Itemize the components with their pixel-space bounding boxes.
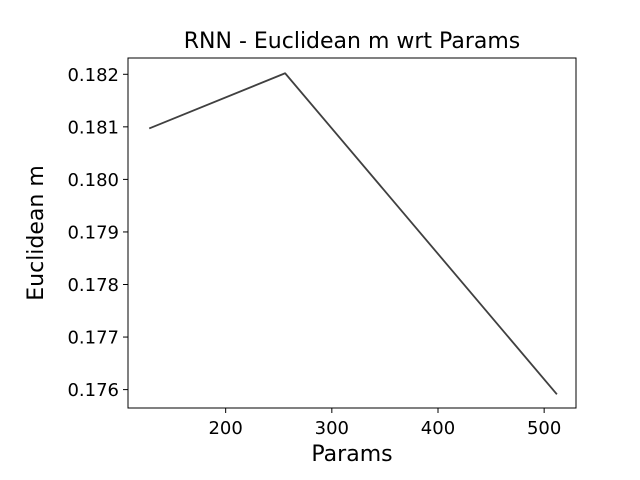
x-tick-label: 200	[208, 418, 242, 439]
x-tick-label: 500	[527, 418, 561, 439]
y-tick-label: 0.182	[67, 65, 119, 86]
chart-title: RNN - Euclidean m wrt Params	[184, 29, 520, 54]
y-tick-label: 0.180	[67, 170, 119, 191]
y-axis-ticks: 0.176 0.177 0.178 0.179 0.180 0.181 0.182	[67, 65, 128, 401]
plot-frame	[127, 57, 577, 409]
series-layer	[148, 72, 558, 395]
y-tick-label: 0.178	[67, 275, 119, 296]
y-tick-label: 0.179	[67, 222, 119, 243]
x-axis-label: Params	[311, 442, 392, 467]
y-tick-label: 0.176	[67, 380, 119, 401]
y-axis-label: Euclidean m	[24, 165, 49, 301]
y-tick-label: 0.181	[67, 117, 119, 138]
series-line	[148, 72, 558, 395]
x-tick-label: 300	[315, 418, 349, 439]
y-tick-label: 0.177	[67, 328, 119, 349]
x-axis-ticks: 200 300 400 500	[208, 408, 561, 439]
x-tick-label: 400	[421, 418, 455, 439]
